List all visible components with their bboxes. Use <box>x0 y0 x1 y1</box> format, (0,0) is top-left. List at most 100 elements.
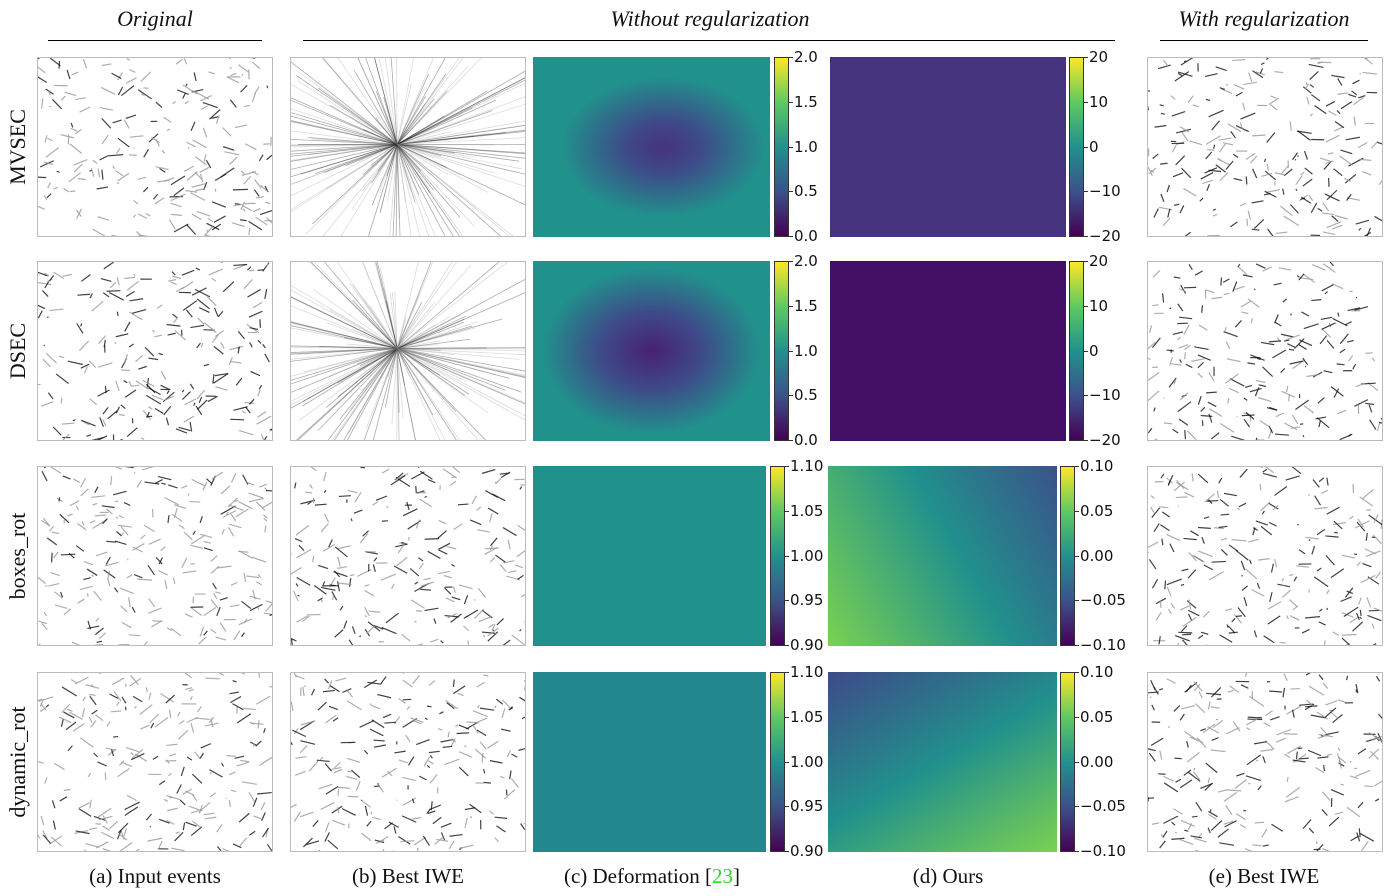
row-label: MVSEC <box>5 109 31 185</box>
caption: (c) Deformation [23] <box>564 864 740 889</box>
colorbar-tick-label: −0.05 <box>1080 797 1126 815</box>
row-label: dynamic_rot <box>5 706 31 817</box>
colorbar <box>774 261 789 441</box>
colorbar-tick <box>1084 102 1088 103</box>
colorbar-tick-label: 1.0 <box>794 342 818 360</box>
row-label: boxes_rot <box>5 513 31 600</box>
colorbar-tick-label: 1.10 <box>790 457 823 475</box>
colorbar <box>774 57 789 237</box>
colorbar <box>1060 672 1075 852</box>
colorbar-tick-label: 0.05 <box>1080 708 1113 726</box>
colorbar-tick-label: 0.00 <box>1080 547 1113 565</box>
colorbar-tick-label: 10 <box>1089 297 1108 315</box>
colorbar-tick <box>785 556 789 557</box>
figure: Original Without regularization With reg… <box>0 0 1391 896</box>
colorbar-tick <box>785 806 789 807</box>
colorbar-tick <box>1075 511 1079 512</box>
colorbar <box>770 672 785 852</box>
colorbar-tick <box>1084 351 1088 352</box>
colorbar-tick-label: 1.05 <box>790 708 823 726</box>
colorbar-tick-label: 0.0 <box>794 227 818 245</box>
best-iwe <box>290 261 526 441</box>
colorbar-tick <box>789 236 793 237</box>
colorbar-tick <box>1084 261 1088 262</box>
colorbar-tick-label: 20 <box>1089 48 1108 66</box>
colorbar-tick-label: 0.10 <box>1080 663 1113 681</box>
row-label: DSEC <box>5 323 31 379</box>
ours-deformation <box>830 57 1066 237</box>
colorbar <box>1069 57 1084 237</box>
event-image <box>1148 262 1383 441</box>
input-events <box>37 57 273 237</box>
ours-deformation <box>830 261 1066 441</box>
colorbar-tick <box>1084 440 1088 441</box>
colorbar-tick-label: 0.90 <box>790 636 823 654</box>
colorbar-tick <box>1084 191 1088 192</box>
colorbar-tick <box>785 600 789 601</box>
colorbar-tick-label: 2.0 <box>794 48 818 66</box>
colorbar-tick <box>785 672 789 673</box>
caption-text: (c) Deformation [ <box>564 864 712 888</box>
colorbar-tick <box>789 191 793 192</box>
colorbar-tick-label: 1.0 <box>794 138 818 156</box>
header: Original <box>117 6 193 32</box>
colorbar-tick <box>1084 147 1088 148</box>
colorbar-tick-label: −20 <box>1089 431 1121 449</box>
colorbar-tick <box>789 147 793 148</box>
colorbar <box>770 466 785 646</box>
colorbar-tick <box>785 645 789 646</box>
colorbar-tick-label: 2.0 <box>794 252 818 270</box>
colorbar-tick-label: 1.00 <box>790 547 823 565</box>
best-iwe <box>290 57 526 237</box>
caption-text: ] <box>733 864 740 888</box>
deformation <box>533 261 770 441</box>
colorbar-tick-label: −20 <box>1089 227 1121 245</box>
event-image <box>291 673 526 852</box>
input-events <box>37 466 273 646</box>
colorbar-tick <box>1075 600 1079 601</box>
best-iwe-regularized <box>1147 57 1383 237</box>
colorbar-tick <box>1084 236 1088 237</box>
colorbar-tick <box>789 395 793 396</box>
header-rule <box>303 40 1115 41</box>
citation: 23 <box>712 864 733 888</box>
best-iwe-regularized <box>1147 672 1383 852</box>
event-image <box>291 467 526 646</box>
colorbar-tick-label: 0 <box>1089 138 1099 156</box>
header-rule <box>48 40 262 41</box>
colorbar-tick <box>1075 717 1079 718</box>
colorbar-tick-label: 0 <box>1089 342 1099 360</box>
colorbar-tick <box>1084 306 1088 307</box>
colorbar-tick-label: 0.00 <box>1080 753 1113 771</box>
colorbar-tick <box>785 762 789 763</box>
best-iwe <box>290 672 526 852</box>
input-events <box>37 261 273 441</box>
colorbar-tick <box>1075 556 1079 557</box>
colorbar-tick <box>789 440 793 441</box>
deformation <box>533 672 766 852</box>
caption: (d) Ours <box>913 864 984 889</box>
colorbar-tick <box>789 306 793 307</box>
event-image <box>38 262 273 441</box>
best-iwe-regularized <box>1147 261 1383 441</box>
colorbar-tick-label: −0.05 <box>1080 591 1126 609</box>
colorbar-tick <box>1084 57 1088 58</box>
header: Without regularization <box>610 6 809 32</box>
header: With regularization <box>1179 6 1350 32</box>
event-image <box>38 58 273 237</box>
colorbar-tick-label: −0.10 <box>1080 636 1126 654</box>
colorbar-tick-label: −10 <box>1089 182 1121 200</box>
colorbar <box>1069 261 1084 441</box>
colorbar-tick-label: 1.10 <box>790 663 823 681</box>
colorbar-tick <box>785 466 789 467</box>
colorbar-tick <box>1075 762 1079 763</box>
colorbar-tick-label: 0.5 <box>794 386 818 404</box>
colorbar-tick-label: 0.0 <box>794 431 818 449</box>
colorbar-tick-label: 0.95 <box>790 591 823 609</box>
deformation <box>533 466 766 646</box>
event-image <box>38 467 273 646</box>
best-iwe-regularized <box>1147 466 1383 646</box>
colorbar-tick <box>789 351 793 352</box>
colorbar-tick-label: −0.10 <box>1080 842 1126 860</box>
event-image <box>38 673 273 852</box>
